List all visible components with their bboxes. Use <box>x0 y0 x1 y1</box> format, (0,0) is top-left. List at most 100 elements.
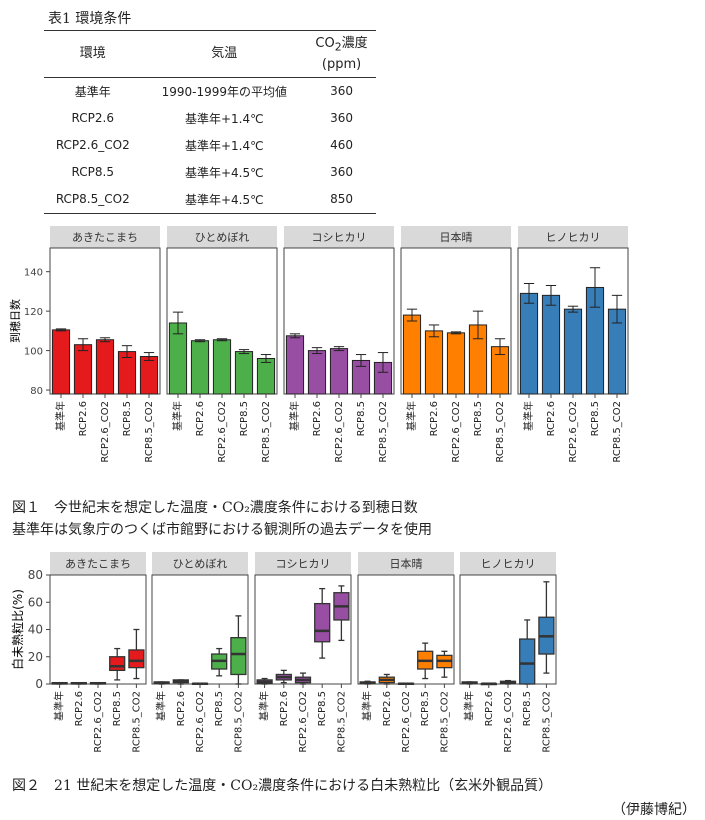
y-tick-label: 40 <box>28 623 43 637</box>
cell-co2: 850 <box>330 192 353 207</box>
x-tick-label: 基準年 <box>258 691 271 721</box>
x-tick-label: RCP8.5 <box>239 401 250 436</box>
cell-temp: 基準年+1.4℃ <box>184 138 264 153</box>
cell-temp: 基準年+4.5℃ <box>184 192 264 207</box>
table-row: RCP2.6 基準年+1.4℃ 360 <box>44 105 376 132</box>
bar <box>212 339 232 395</box>
bar <box>139 356 159 395</box>
bar <box>95 339 115 395</box>
facet-strip <box>167 226 277 248</box>
x-tick-label: RCP2.6 <box>279 691 290 726</box>
author: （伊藤博紀） <box>612 802 696 818</box>
x-tick-label: RCP2.6_CO2 <box>100 401 111 463</box>
facet-label: あきたこまち <box>65 558 131 571</box>
y-tick-label: 80 <box>30 386 43 397</box>
co2-sub: 2 <box>334 40 342 54</box>
facet-strip <box>50 552 146 575</box>
x-tick-label: RCP8.5 <box>112 691 123 726</box>
table-row: RCP8.5_CO2 基準年+4.5℃ 850 <box>44 186 376 214</box>
x-tick-label: 基準年 <box>522 401 535 431</box>
y-axis-label: 到穂日数 <box>8 299 22 343</box>
facet-label: コシヒカリ <box>276 558 331 571</box>
x-tick-label: RCP2.6 <box>382 691 393 726</box>
bar <box>51 329 71 395</box>
bar <box>402 314 422 395</box>
facet-strip <box>401 226 511 248</box>
facet-strip <box>255 552 351 575</box>
facet-label: ヒノヒカリ <box>481 558 536 571</box>
bar <box>563 308 583 395</box>
x-tick-label: RCP8.5 <box>317 691 328 726</box>
co2-label: CO <box>315 36 335 51</box>
fig2-caption: 図２ 21 世紀末を想定した温度・CO₂濃度条件における白未熟粒比（玄米外観品質… <box>12 778 553 794</box>
x-tick-label: RCP2.6_CO2 <box>93 691 104 753</box>
x-tick-label: RCP8.5 <box>122 401 133 436</box>
y-tick-label: 0 <box>35 677 43 691</box>
x-tick-label: 基準年 <box>361 691 374 721</box>
header-temp: 気温 <box>211 46 238 62</box>
x-tick-label: RCP2.6_CO2 <box>334 401 345 463</box>
x-tick-label: RCP2.6 <box>546 401 557 436</box>
x-tick-label: RCP8.5_CO2 <box>261 401 272 463</box>
x-tick-label: RCP2.6 <box>176 691 187 726</box>
box <box>230 637 247 676</box>
facet-strip <box>518 226 628 248</box>
x-tick-label: RCP2.6_CO2 <box>568 401 579 463</box>
bar <box>541 294 561 395</box>
y-tick-label: 60 <box>28 595 43 609</box>
cell-env: RCP2.6_CO2 <box>55 138 130 153</box>
x-tick-label: RCP8.5_CO2 <box>144 401 155 463</box>
facet-label: ヒノヒカリ <box>546 231 601 244</box>
x-tick-label: RCP8.5_CO2 <box>495 401 506 463</box>
bar <box>446 332 466 395</box>
x-tick-label: 基準年 <box>171 401 184 431</box>
x-tick-label: RCP8.5_CO2 <box>378 401 389 463</box>
box <box>519 638 536 685</box>
x-tick-label: RCP2.6_CO2 <box>503 691 514 753</box>
facet-label: あきたこまち <box>72 231 138 244</box>
facet-strip <box>460 552 556 575</box>
table-row: 基準年 1990-1999年の平均値 360 <box>44 77 376 105</box>
header-env: 環境 <box>79 46 106 62</box>
cell-env: RCP8.5_CO2 <box>55 192 130 207</box>
facet-label: ひとめぼれ <box>195 231 250 244</box>
table-row: RCP2.6_CO2 基準年+1.4℃ 460 <box>44 132 376 159</box>
co2-label-b: 濃度 <box>341 36 368 51</box>
box <box>314 602 331 643</box>
bar <box>307 350 327 395</box>
x-tick-label: RCP8.5_CO2 <box>612 401 623 463</box>
cell-co2: 360 <box>330 111 353 126</box>
environment-table: 環境 気温 CO2濃度 (ppm) 基準年 1990-1999年の平均値 360 RCP… <box>44 30 376 214</box>
y-tick-label: 80 <box>28 568 43 582</box>
bar <box>329 348 349 395</box>
panel <box>254 574 352 685</box>
cell-temp: 基準年+1.4℃ <box>184 111 264 126</box>
x-tick-label: 基準年 <box>155 691 168 721</box>
cell-co2: 360 <box>330 84 353 99</box>
x-tick-label: RCP8.5 <box>522 691 533 726</box>
y-axis-label: 白未熟粒比(%) <box>10 589 25 670</box>
bar <box>285 335 305 395</box>
facet-label: 日本晴 <box>390 557 423 571</box>
x-tick-label: RCP8.5 <box>214 691 225 726</box>
x-tick-label: RCP8.5_CO2 <box>336 691 347 753</box>
header-co2: CO2濃度 (ppm) <box>307 31 376 78</box>
facet-strip <box>50 226 160 248</box>
cell-co2: 360 <box>330 165 353 180</box>
bar <box>190 340 210 395</box>
facet-strip <box>358 552 454 575</box>
cell-env: 基準年 <box>74 84 111 99</box>
x-tick-label: RCP2.6 <box>429 401 440 436</box>
table-title: 表1 環境条件 <box>48 11 132 27</box>
x-tick-label: RCP8.5 <box>356 401 367 436</box>
x-tick-label: RCP2.6 <box>484 691 495 726</box>
cell-co2: 460 <box>330 138 353 153</box>
x-tick-label: RCP2.6_CO2 <box>217 401 228 463</box>
facet-label: コシヒカリ <box>312 231 367 244</box>
x-tick-label: RCP8.5_CO2 <box>131 691 142 753</box>
fig1-caption-2: 基準年は気象庁のつくば市館野における観測所の過去データを使用 <box>12 522 432 538</box>
y-tick-label: 120 <box>24 307 43 318</box>
y-tick-label: 140 <box>24 268 43 279</box>
bar <box>519 292 539 395</box>
